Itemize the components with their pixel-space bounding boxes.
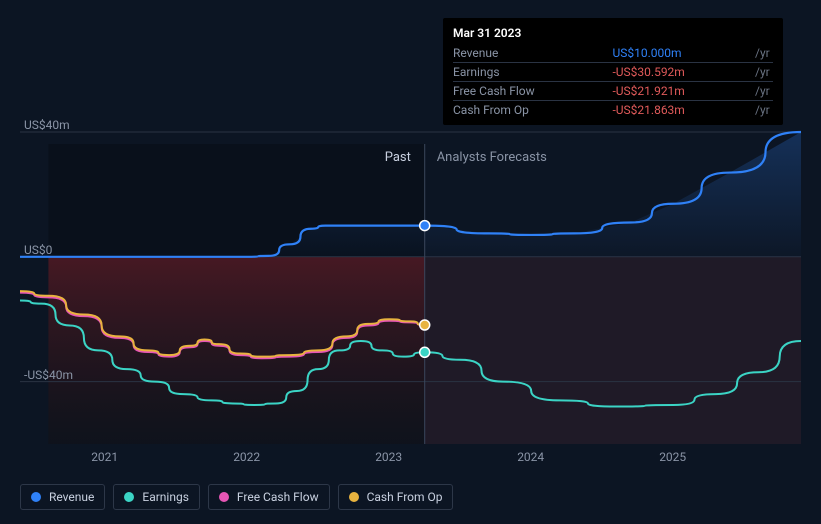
x-axis-label: 2025 (659, 450, 686, 464)
tooltip-row: RevenueUS$10.000m/yr (453, 44, 773, 63)
x-axis-label: 2021 (91, 450, 118, 464)
past-region-label: Past (385, 150, 411, 165)
tooltip-row-suffix: /yr (751, 44, 773, 63)
y-axis-label: US$40m (24, 118, 70, 132)
tooltip-date: Mar 31 2023 (453, 24, 773, 44)
legend-label: Earnings (142, 490, 189, 504)
y-axis-label: -US$40m (24, 368, 73, 382)
tooltip-row-label: Cash From Op (453, 101, 594, 120)
tooltip-row-suffix: /yr (751, 63, 773, 82)
tooltip-row: Free Cash Flow-US$21.921m/yr (453, 82, 773, 101)
x-axis-label: 2023 (375, 450, 402, 464)
legend-label: Cash From Op (367, 490, 443, 504)
marker-revenue (420, 221, 430, 231)
tooltip-row: Earnings-US$30.592m/yr (453, 63, 773, 82)
tooltip-row-label: Revenue (453, 44, 594, 63)
legend-swatch (31, 492, 41, 502)
tooltip-row-value: -US$30.592m (594, 63, 751, 82)
tooltip-row-value: -US$21.921m (594, 82, 751, 101)
legend-swatch (124, 492, 134, 502)
legend-item-earnings[interactable]: Earnings (113, 484, 200, 510)
tooltip-table: RevenueUS$10.000m/yrEarnings-US$30.592m/… (453, 44, 773, 119)
x-axis-label: 2024 (517, 450, 544, 464)
tooltip-row-suffix: /yr (751, 82, 773, 101)
x-axis-label: 2022 (233, 450, 260, 464)
y-axis-label: US$0 (24, 243, 52, 257)
data-tooltip: Mar 31 2023 RevenueUS$10.000m/yrEarnings… (443, 18, 783, 125)
tooltip-row: Cash From Op-US$21.863m/yr (453, 101, 773, 120)
chart-legend: Revenue Earnings Free Cash Flow Cash From O… (20, 484, 453, 510)
forecast-region-label: Analysts Forecasts (437, 150, 547, 165)
legend-swatch (219, 492, 229, 502)
legend-item-fcf[interactable]: Free Cash Flow (208, 484, 330, 510)
legend-swatch (349, 492, 359, 502)
marker-earnings (420, 347, 430, 357)
legend-item-revenue[interactable]: Revenue (20, 484, 105, 510)
tooltip-row-label: Free Cash Flow (453, 82, 594, 101)
legend-item-cfo[interactable]: Cash From Op (338, 484, 454, 510)
marker-cfo (420, 320, 430, 330)
legend-label: Revenue (49, 490, 94, 504)
tooltip-row-value: US$10.000m (594, 44, 751, 63)
tooltip-row-label: Earnings (453, 63, 594, 82)
legend-label: Free Cash Flow (237, 490, 319, 504)
tooltip-row-suffix: /yr (751, 101, 773, 120)
tooltip-row-value: -US$21.863m (594, 101, 751, 120)
